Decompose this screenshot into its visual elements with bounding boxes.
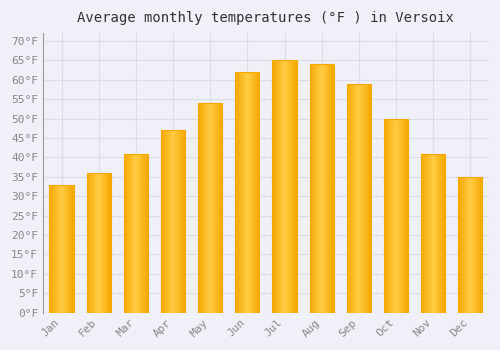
- Bar: [50, 184, 74, 313]
- Bar: [236, 72, 260, 313]
- Bar: [421, 154, 445, 313]
- Bar: [198, 103, 222, 313]
- Bar: [124, 154, 148, 313]
- Bar: [458, 177, 482, 313]
- Bar: [384, 119, 408, 313]
- Bar: [272, 61, 296, 313]
- Bar: [86, 173, 111, 313]
- Bar: [161, 130, 185, 313]
- Bar: [310, 64, 334, 313]
- Title: Average monthly temperatures (°F ) in Versoix: Average monthly temperatures (°F ) in Ve…: [78, 11, 454, 25]
- Bar: [347, 84, 371, 313]
